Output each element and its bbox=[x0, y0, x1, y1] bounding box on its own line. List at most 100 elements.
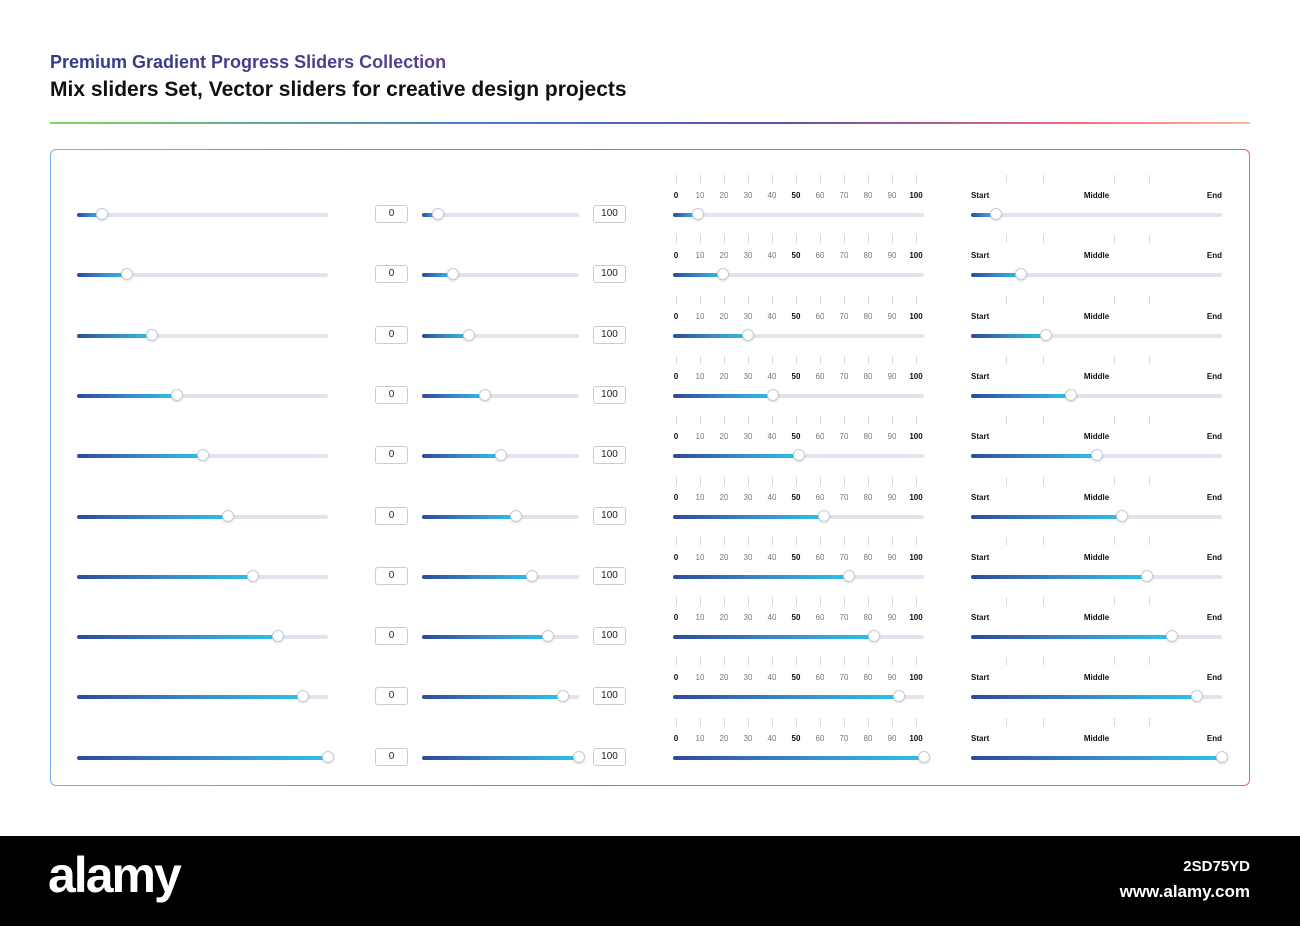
basic-slider-handle[interactable] bbox=[322, 750, 334, 763]
scale-slider-handle[interactable] bbox=[767, 388, 780, 401]
range-slider-track[interactable] bbox=[422, 208, 579, 220]
range-min-value[interactable]: 0 bbox=[375, 325, 408, 344]
range-slider-handle[interactable] bbox=[541, 630, 554, 643]
basic-slider-track[interactable] bbox=[77, 328, 328, 341]
scale-slider-track[interactable] bbox=[673, 388, 924, 401]
scale-slider-track[interactable] bbox=[673, 569, 924, 582]
basic-slider-track[interactable] bbox=[77, 268, 328, 281]
basic-slider-track[interactable] bbox=[77, 569, 328, 582]
scale-slider-handle[interactable] bbox=[918, 750, 930, 763]
scale-slider-track[interactable] bbox=[673, 449, 924, 462]
scale-slider-track[interactable] bbox=[673, 509, 924, 522]
scale-slider-handle[interactable] bbox=[742, 328, 755, 341]
range-max-value[interactable]: 100 bbox=[593, 446, 626, 465]
basic-slider-track[interactable] bbox=[77, 509, 328, 522]
range-min-value[interactable]: 0 bbox=[375, 385, 408, 404]
scale-slider-handle[interactable] bbox=[792, 449, 805, 462]
labeled-slider-handle[interactable] bbox=[1015, 268, 1028, 281]
range-slider-track[interactable] bbox=[422, 690, 579, 703]
range-min-value[interactable]: 0 bbox=[375, 747, 408, 766]
scale-slider-handle[interactable] bbox=[817, 509, 830, 522]
range-min-value[interactable]: 0 bbox=[375, 265, 408, 284]
scale-slider-track[interactable] bbox=[673, 268, 924, 281]
basic-slider-handle[interactable] bbox=[246, 569, 259, 582]
range-max-value[interactable]: 100 bbox=[593, 747, 626, 766]
labeled-slider-track[interactable] bbox=[971, 449, 1222, 462]
range-slider-handle[interactable] bbox=[557, 690, 570, 703]
labeled-slider-handle[interactable] bbox=[1065, 388, 1078, 401]
scale-slider-handle[interactable] bbox=[867, 630, 880, 643]
basic-slider-handle[interactable] bbox=[96, 208, 109, 220]
scale-slider-track[interactable] bbox=[673, 690, 924, 703]
range-slider-handle[interactable] bbox=[431, 208, 444, 220]
range-max-value[interactable]: 100 bbox=[593, 385, 626, 404]
labeled-slider-track[interactable] bbox=[971, 268, 1222, 281]
range-max-value[interactable]: 100 bbox=[593, 325, 626, 344]
range-slider-handle[interactable] bbox=[510, 509, 523, 522]
scale-slider-track[interactable] bbox=[673, 630, 924, 643]
scale-slider-track[interactable] bbox=[673, 750, 930, 763]
scale-slider-track[interactable] bbox=[673, 328, 924, 341]
labeled-slider-track[interactable] bbox=[971, 208, 1222, 220]
labeled-slider-track[interactable] bbox=[971, 690, 1222, 703]
range-max-value[interactable]: 100 bbox=[593, 205, 626, 223]
range-min-value[interactable]: 0 bbox=[375, 627, 408, 646]
scale-slider-handle[interactable] bbox=[717, 268, 730, 281]
range-slider-track[interactable] bbox=[422, 509, 579, 522]
range-max-value[interactable]: 100 bbox=[593, 265, 626, 284]
range-slider-track[interactable] bbox=[422, 328, 579, 341]
range-slider-handle[interactable] bbox=[494, 449, 507, 462]
labeled-slider-handle[interactable] bbox=[990, 208, 1003, 220]
labeled-slider-track[interactable] bbox=[971, 509, 1222, 522]
basic-slider-track[interactable] bbox=[77, 388, 328, 401]
labeled-slider-handle[interactable] bbox=[1090, 449, 1103, 462]
basic-slider-track[interactable] bbox=[77, 630, 328, 643]
range-max-value[interactable]: 100 bbox=[593, 566, 626, 585]
labeled-slider-handle[interactable] bbox=[1140, 569, 1153, 582]
scale-slider-handle[interactable] bbox=[692, 208, 705, 220]
range-slider-track[interactable] bbox=[422, 630, 579, 643]
labeled-slider-track[interactable] bbox=[971, 569, 1222, 582]
range-slider-handle[interactable] bbox=[525, 569, 538, 582]
basic-slider-track[interactable] bbox=[77, 208, 328, 220]
range-slider-track[interactable] bbox=[422, 388, 579, 401]
scale-slider-track[interactable] bbox=[673, 208, 924, 220]
range-slider-track[interactable] bbox=[422, 569, 579, 582]
scale-slider-handle[interactable] bbox=[842, 569, 855, 582]
range-slider-track[interactable] bbox=[422, 268, 579, 281]
basic-slider-track[interactable] bbox=[77, 449, 328, 462]
basic-slider-track[interactable] bbox=[77, 750, 334, 763]
basic-slider-track[interactable] bbox=[77, 690, 328, 703]
basic-slider-handle[interactable] bbox=[121, 268, 134, 281]
labeled-slider-handle[interactable] bbox=[1115, 509, 1128, 522]
range-max-value[interactable]: 100 bbox=[593, 687, 626, 706]
range-min-value[interactable]: 0 bbox=[375, 205, 408, 223]
basic-slider-handle[interactable] bbox=[271, 630, 284, 643]
basic-slider-handle[interactable] bbox=[196, 449, 209, 462]
range-min-value[interactable]: 0 bbox=[375, 566, 408, 585]
labeled-slider-handle[interactable] bbox=[1190, 690, 1203, 703]
range-slider-track[interactable] bbox=[422, 449, 579, 462]
basic-slider-handle[interactable] bbox=[296, 690, 309, 703]
basic-slider-handle[interactable] bbox=[221, 509, 234, 522]
range-slider-handle[interactable] bbox=[447, 268, 460, 281]
range-slider-track[interactable] bbox=[422, 750, 585, 763]
labeled-slider-track[interactable] bbox=[971, 630, 1222, 643]
range-max-value[interactable]: 100 bbox=[593, 627, 626, 646]
labeled-slider-track[interactable] bbox=[971, 750, 1228, 763]
labeled-slider-track[interactable] bbox=[971, 328, 1222, 341]
range-slider-handle[interactable] bbox=[463, 328, 476, 341]
labeled-slider-handle[interactable] bbox=[1165, 630, 1178, 643]
labeled-slider-handle[interactable] bbox=[1216, 750, 1228, 763]
basic-slider-handle[interactable] bbox=[171, 388, 184, 401]
range-max-value[interactable]: 100 bbox=[593, 506, 626, 525]
range-min-value[interactable]: 0 bbox=[375, 687, 408, 706]
range-slider-handle[interactable] bbox=[478, 388, 491, 401]
range-min-value[interactable]: 0 bbox=[375, 446, 408, 465]
labeled-slider-handle[interactable] bbox=[1040, 328, 1053, 341]
range-slider-handle[interactable] bbox=[573, 750, 585, 763]
labeled-slider-track[interactable] bbox=[971, 388, 1222, 401]
basic-slider-handle[interactable] bbox=[146, 328, 159, 341]
scale-slider-handle[interactable] bbox=[892, 690, 905, 703]
range-min-value[interactable]: 0 bbox=[375, 506, 408, 525]
